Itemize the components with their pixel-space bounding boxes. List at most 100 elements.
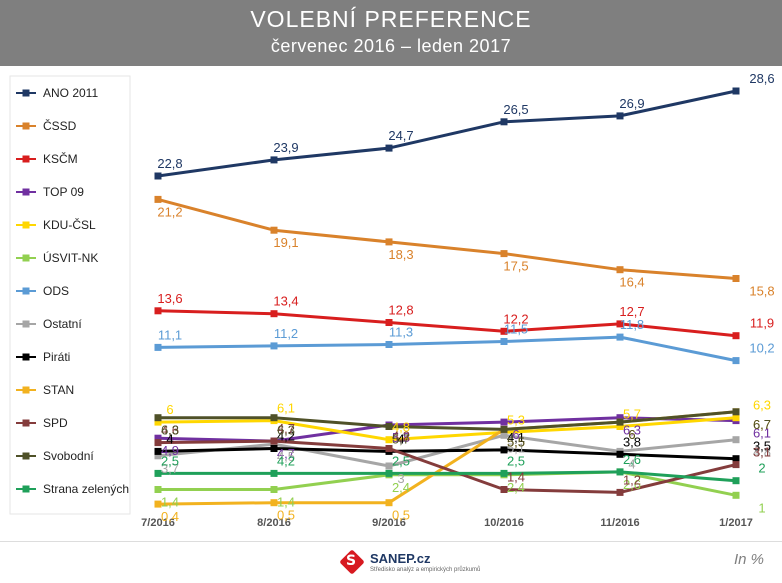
data-point-svobodni xyxy=(616,418,624,426)
data-point-spd xyxy=(732,461,740,469)
data-point-svobodni xyxy=(270,414,278,422)
data-label-spd: 3,1 xyxy=(753,445,771,460)
data-label-kdu-csl: 5,7 xyxy=(623,407,641,422)
series-line-spd xyxy=(157,439,737,494)
data-label-usvit-nk: 2,4 xyxy=(507,480,525,495)
data-label-strana-zelenych: 2,5 xyxy=(161,453,179,468)
data-point-ostatni xyxy=(732,436,740,444)
data-label-strana-zelenych: 2 xyxy=(758,461,765,476)
data-point-kdu-csl xyxy=(732,414,740,422)
data-point-usvit-nk xyxy=(732,491,740,499)
data-point-ods xyxy=(732,357,740,365)
data-point-kscm xyxy=(616,320,624,328)
series-line-ods xyxy=(157,335,737,363)
data-label-stan: 0,5 xyxy=(392,508,410,523)
data-point-kscm xyxy=(500,327,508,335)
data-label-ods: 11,3 xyxy=(389,325,413,340)
data-point-spd xyxy=(616,488,624,496)
data-point-cssd xyxy=(500,250,508,258)
data-label-svobodni: 6,7 xyxy=(753,417,771,432)
data-point-spd xyxy=(270,437,278,445)
data-label-ods: 10,2 xyxy=(749,341,774,356)
data-label-kscm: 12,7 xyxy=(619,304,644,319)
data-label-ano-2011: 22,8 xyxy=(157,156,182,171)
data-label-kdu-csl: 6,3 xyxy=(753,398,771,413)
data-point-svobodni xyxy=(500,425,508,433)
data-point-usvit-nk xyxy=(154,486,162,493)
data-label-cssd: 19,1 xyxy=(273,235,298,250)
data-label-usvit-nk: 2,4 xyxy=(392,480,410,495)
legend-marker-ano-2011 xyxy=(22,89,30,97)
legend-marker-usvit-nk xyxy=(22,254,30,262)
legend-marker-kscm xyxy=(22,155,30,163)
data-label-top-09: 6 xyxy=(512,427,519,442)
data-label-ostatni: 3 xyxy=(397,471,404,486)
data-point-strana-zelenych xyxy=(500,469,508,477)
data-point-ods xyxy=(500,338,508,345)
legend-marker-stan xyxy=(22,386,30,394)
legend-marker-strana-zelenych xyxy=(22,485,30,493)
footer-divider xyxy=(0,541,782,542)
chart-subtitle: červenec 2016 – leden 2017 xyxy=(270,36,512,56)
data-label-cssd: 18,3 xyxy=(388,247,413,262)
data-label-spd: 1,4 xyxy=(507,470,525,485)
data-label-ano-2011: 26,5 xyxy=(503,102,528,117)
data-point-stan xyxy=(154,500,162,508)
logo-name: SANEP.cz xyxy=(370,551,431,566)
legend-label-kdu-csl: KDU-ČSL xyxy=(43,217,96,232)
data-point-kscm xyxy=(732,332,740,340)
data-point-pirati xyxy=(270,445,278,452)
data-label-top-09: 6,1 xyxy=(753,426,771,441)
data-label-kdu-csl: 6,1 xyxy=(277,401,295,416)
data-label-kscm: 12,8 xyxy=(388,303,413,318)
data-label-kscm: 13,4 xyxy=(273,294,298,309)
chart-header: VOLEBNÍ PREFERENCE červenec 2016 – leden… xyxy=(0,0,782,66)
data-point-pirati xyxy=(732,455,740,463)
data-point-kscm xyxy=(270,310,278,318)
data-point-spd xyxy=(385,445,393,452)
data-label-svobodni: 6,3 xyxy=(161,423,179,438)
data-point-cssd xyxy=(385,238,393,246)
x-tick-label: 10/2016 xyxy=(484,517,524,529)
legend-marker-ostatni xyxy=(22,320,30,328)
x-tick-label: 8/2016 xyxy=(257,517,291,529)
data-point-strana-zelenych xyxy=(154,469,162,477)
legend-marker-top-09 xyxy=(22,188,30,196)
data-point-kscm xyxy=(154,307,162,315)
series-line-ano-2011 xyxy=(157,89,737,178)
data-point-svobodni xyxy=(732,408,740,416)
data-point-ostatni xyxy=(500,431,508,439)
data-point-kdu-csl xyxy=(616,423,624,430)
data-label-strana-zelenych: 4,2 xyxy=(277,453,295,468)
data-label-pirati: 4 xyxy=(397,431,404,446)
data-label-svobodni: 5,7 xyxy=(392,432,410,447)
data-point-top-09 xyxy=(154,434,162,442)
data-point-ods xyxy=(616,333,624,341)
data-label-ostatni: 4 xyxy=(628,456,635,471)
x-tick-label: 7/2016 xyxy=(141,517,175,529)
data-point-usvit-nk xyxy=(270,486,278,493)
data-point-ostatni xyxy=(385,462,393,470)
data-label-ano-2011: 26,9 xyxy=(619,96,644,111)
series-line-cssd xyxy=(157,197,737,280)
data-point-ano-2011 xyxy=(500,118,508,126)
data-label-kdu-csl: 5,3 xyxy=(507,412,525,427)
data-label-ano-2011: 24,7 xyxy=(388,128,413,143)
data-label-strana-zelenych: 2,5 xyxy=(507,453,525,468)
data-point-pirati xyxy=(616,450,624,458)
legend-marker-svobodni xyxy=(22,452,30,460)
data-point-cssd xyxy=(616,266,624,274)
series-line-svobodni xyxy=(158,410,737,431)
data-point-top-09 xyxy=(500,418,508,426)
data-point-ods xyxy=(385,341,393,348)
data-point-spd xyxy=(500,486,508,493)
data-point-cssd xyxy=(154,195,162,203)
data-point-stan xyxy=(270,499,278,507)
logo-tagline: Středisko analýz a empirických průzkumů xyxy=(370,567,481,573)
data-label-top-09: 4,9 xyxy=(161,443,179,458)
data-point-kscm xyxy=(385,319,393,326)
data-label-pirati: 4,2 xyxy=(277,429,295,444)
legend-label-usvit-nk: ÚSVIT-NK xyxy=(43,250,98,265)
data-label-svobodni: 5,5 xyxy=(507,434,525,449)
series-line-kscm xyxy=(157,309,737,338)
